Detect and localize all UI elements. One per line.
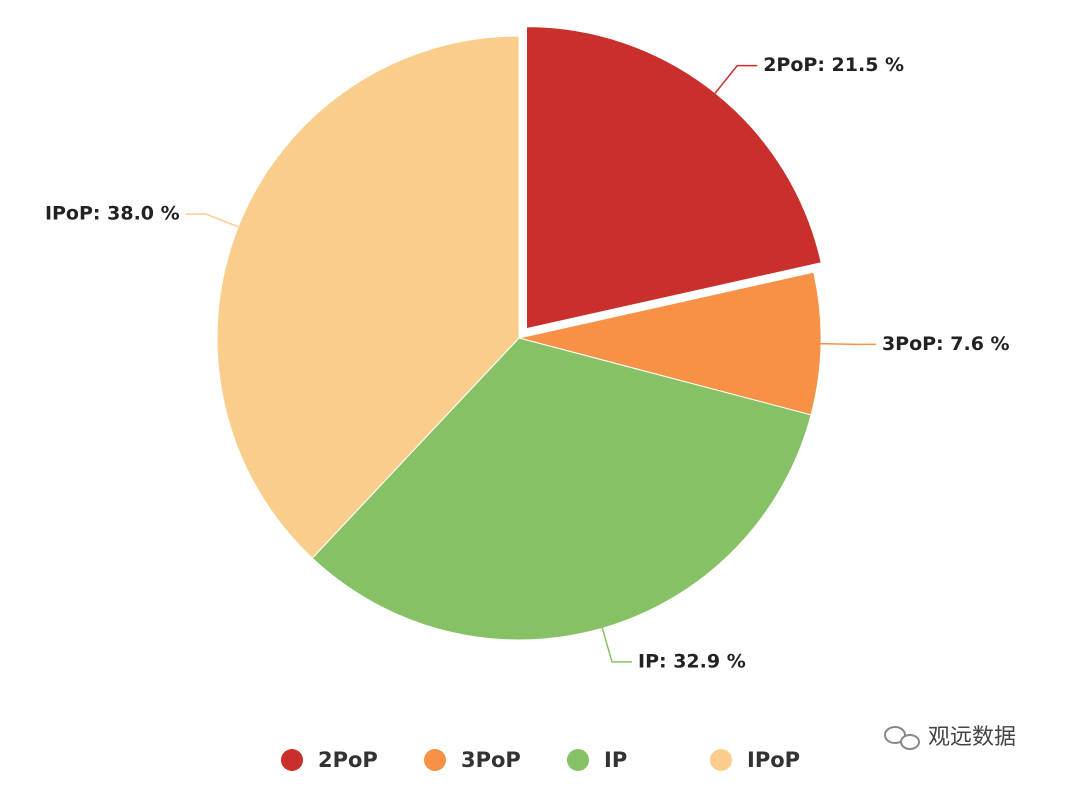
- legend-marker: [281, 749, 303, 771]
- watermark-text: 观远数据: [928, 725, 1016, 750]
- label-connector: [185, 213, 241, 229]
- legend-label: IPoP: [747, 748, 800, 772]
- legend-label: 3PoP: [461, 748, 521, 772]
- legend-marker: [424, 749, 446, 771]
- data-label: IP: 32.9 %: [638, 650, 746, 672]
- label-connector: [713, 64, 758, 95]
- label-connector: [601, 626, 633, 663]
- data-label: 3PoP: 7.6 %: [882, 333, 1010, 355]
- data-label: IPoP: 38.0 %: [45, 202, 180, 224]
- data-label: 2PoP: 21.5 %: [763, 54, 904, 76]
- legend-marker: [710, 749, 732, 771]
- legend-marker: [567, 749, 589, 771]
- watermark: 观远数据: [884, 725, 1016, 750]
- legend-label: 2PoP: [318, 748, 378, 772]
- wechat-icon: [884, 726, 906, 744]
- wechat-icon: [900, 734, 920, 750]
- legend-label: IP: [604, 748, 627, 772]
- label-connector: [818, 342, 876, 346]
